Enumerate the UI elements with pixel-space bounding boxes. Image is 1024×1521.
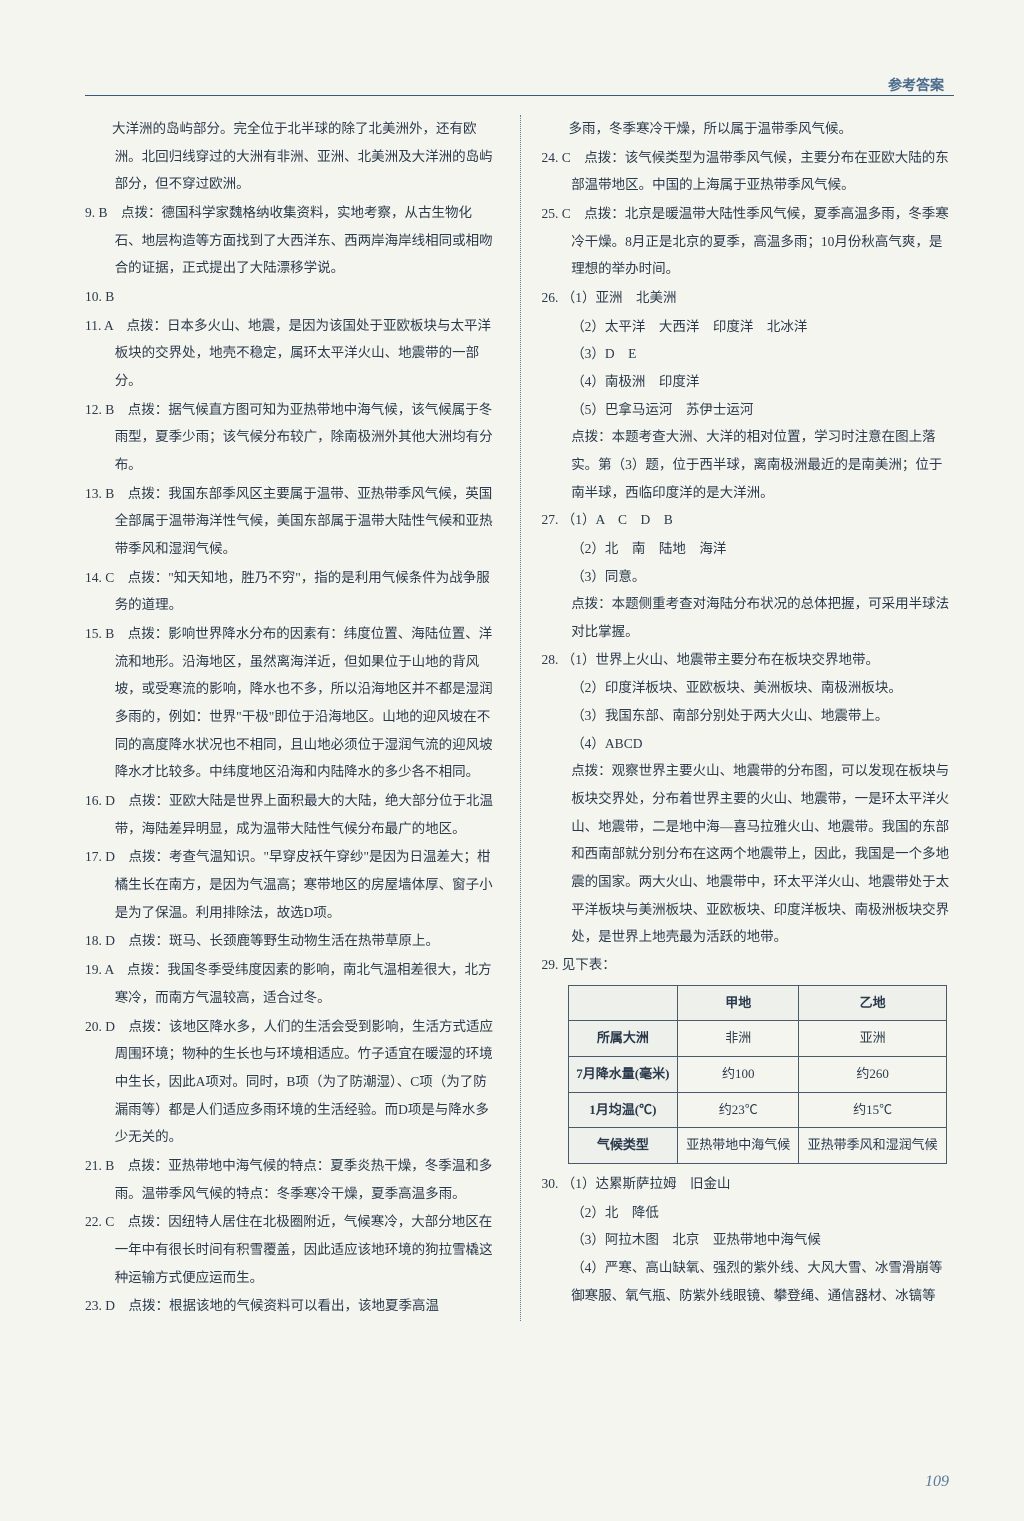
page: 参考答案 大洋洲的岛屿部分。完全位于北半球的除了北美洲外，还有欧洲。北回归线穿过… [0, 0, 1024, 1521]
answer-subline: 点拨：观察世界主要火山、地震带的分布图，可以发现在板块与板块交界处，分布着世界主… [542, 757, 955, 951]
left-column: 大洋洲的岛屿部分。完全位于北半球的除了北美洲外，还有欧洲。北回归线穿过的大洲有非… [85, 115, 520, 1321]
answer-subline: （3）我国东部、南部分别处于两大火山、地震带上。 [542, 702, 955, 730]
table-cell: 约15℃ [799, 1092, 947, 1128]
table-cell: 约23℃ [678, 1092, 799, 1128]
table-cell: 约260 [799, 1057, 947, 1093]
answer-item: 11. A 点拨：日本多火山、地震，是因为该国处于亚欧板块与太平洋板块的交界处，… [85, 312, 498, 395]
content-area: 大洋洲的岛屿部分。完全位于北半球的除了北美洲外，还有欧洲。北回归线穿过的大洲有非… [85, 115, 954, 1321]
answer-subline: （2）北 降低 [542, 1199, 955, 1227]
answer-subline: （3）阿拉木图 北京 亚热带地中海气候 [542, 1226, 955, 1254]
answer-item: 14. C 点拨："知天知地，胜乃不穷"，指的是利用气候条件为战争服务的道理。 [85, 564, 498, 619]
header-label: 参考答案 [888, 75, 944, 95]
table-cell: 亚热带地中海气候 [678, 1128, 799, 1164]
table-row: 气候类型亚热带地中海气候亚热带季风和湿润气候 [568, 1128, 947, 1164]
answer-item: 16. D 点拨：亚欧大陆是世界上面积最大的大陆，绝大部分位于北温带，海陆差异明… [85, 787, 498, 842]
answer-item: 28. （1）世界上火山、地震带主要分布在板块交界地带。 [542, 646, 955, 674]
table-header-cell: 甲地 [678, 985, 799, 1021]
answer-item: 26. （1）亚洲 北美洲 [542, 284, 955, 312]
table-row: 所属大洲非洲亚洲 [568, 1021, 947, 1057]
answer-subline: 点拨：本题考查大洲、大洋的相对位置，学习时注意在图上落实。第（3）题，位于西半球… [542, 423, 955, 506]
page-number: 109 [925, 1473, 949, 1491]
answer-item: 30. （1）达累斯萨拉姆 旧金山 [542, 1170, 955, 1198]
q29-table: 甲地乙地 所属大洲非洲亚洲7月降水量(毫米)约100约2601月均温(℃)约23… [568, 985, 948, 1164]
table-cell: 亚热带季风和湿润气候 [799, 1128, 947, 1164]
answer-subline: （2）印度洋板块、亚欧板块、美洲板块、南极洲板块。 [542, 674, 955, 702]
table-cell: 1月均温(℃) [568, 1092, 678, 1128]
answer-subline: （4）ABCD [542, 730, 955, 758]
answer-item: 27. （1）A C D B [542, 506, 955, 534]
answer-subline: （3）同意。 [542, 563, 955, 591]
column-divider [520, 115, 521, 1321]
table-header-cell: 乙地 [799, 985, 947, 1021]
answer-item: 多雨，冬季寒冷干燥，所以属于温带季风气候。 [542, 115, 955, 143]
table-cell: 亚洲 [799, 1021, 947, 1057]
answer-subline: （5）巴拿马运河 苏伊士运河 [542, 396, 955, 424]
table-cell: 气候类型 [568, 1128, 678, 1164]
answer-subline: （4）南极洲 印度洋 [542, 368, 955, 396]
answer-item: 13. B 点拨：我国东部季风区主要属于温带、亚热带季风气候，英国全部属于温带海… [85, 480, 498, 563]
answer-item: 29. 见下表： [542, 951, 955, 979]
answer-item: 21. B 点拨：亚热带地中海气候的特点：夏季炎热干燥，冬季温和多雨。温带季风气… [85, 1152, 498, 1207]
answer-item: 19. A 点拨：我国冬季受纬度因素的影响，南北气温相差很大，北方寒冷，而南方气… [85, 956, 498, 1011]
table-row: 1月均温(℃)约23℃约15℃ [568, 1092, 947, 1128]
answer-subline: （3）D E [542, 340, 955, 368]
answer-subline: 点拨：本题侧重考查对海陆分布状况的总体把握，可采用半球法对比掌握。 [542, 590, 955, 645]
answer-item: 25. C 点拨：北京是暖温带大陆性季风气候，夏季高温多雨，冬季寒冷干燥。8月正… [542, 200, 955, 283]
table-header-cell [568, 985, 678, 1021]
answer-item: 24. C 点拨：该气候类型为温带季风气候，主要分布在亚欧大陆的东部温带地区。中… [542, 144, 955, 199]
answer-item: 17. D 点拨：考查气温知识。"早穿皮袄午穿纱"是因为日温差大；柑橘生长在南方… [85, 843, 498, 926]
table-cell: 非洲 [678, 1021, 799, 1057]
table-cell: 所属大洲 [568, 1021, 678, 1057]
header-rule [85, 95, 954, 96]
answer-item: 12. B 点拨：据气候直方图可知为亚热带地中海气候，该气候属于冬雨型，夏季少雨… [85, 396, 498, 479]
answer-item: 10. B [85, 283, 498, 311]
answer-item: 18. D 点拨：斑马、长颈鹿等野生动物生活在热带草原上。 [85, 927, 498, 955]
answer-item: 20. D 点拨：该地区降水多，人们的生活会受到影响，生活方式适应周围环境；物种… [85, 1013, 498, 1151]
answer-subline: （2）北 南 陆地 海洋 [542, 535, 955, 563]
answer-item: 23. D 点拨：根据该地的气候资料可以看出，该地夏季高温 [85, 1292, 498, 1320]
answer-item: 9. B 点拨：德国科学家魏格纳收集资料，实地考察，从古生物化石、地层构造等方面… [85, 199, 498, 282]
answer-item: 15. B 点拨：影响世界降水分布的因素有：纬度位置、海陆位置、洋流和地形。沿海… [85, 620, 498, 786]
table-cell: 约100 [678, 1057, 799, 1093]
answer-item: 22. C 点拨：因纽特人居住在北极圈附近，气候寒冷，大部分地区在一年中有很长时… [85, 1208, 498, 1291]
table-cell: 7月降水量(毫米) [568, 1057, 678, 1093]
answer-subline: （4）严寒、高山缺氧、强烈的紫外线、大风大雪、冰雪滑崩等 御寒服、氧气瓶、防紫外… [542, 1254, 955, 1309]
answer-item: 大洋洲的岛屿部分。完全位于北半球的除了北美洲外，还有欧洲。北回归线穿过的大洲有非… [85, 115, 498, 198]
right-column: 多雨，冬季寒冷干燥，所以属于温带季风气候。24. C 点拨：该气候类型为温带季风… [520, 115, 955, 1321]
answer-subline: （2）太平洋 大西洋 印度洋 北冰洋 [542, 313, 955, 341]
table-row: 7月降水量(毫米)约100约260 [568, 1057, 947, 1093]
